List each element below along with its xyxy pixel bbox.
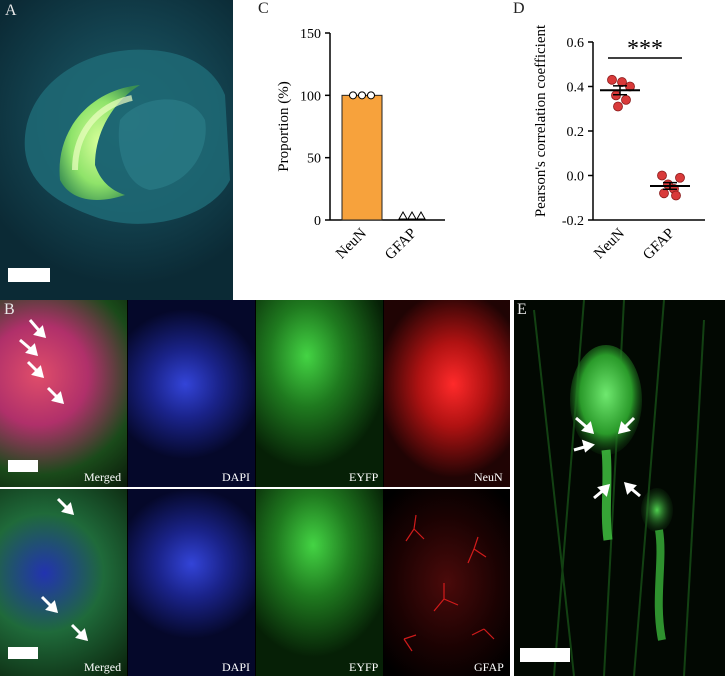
c-y-tick-label: 50	[307, 152, 321, 167]
c-y-tick-label: 150	[300, 27, 321, 42]
brain-section-drawing	[24, 49, 231, 224]
b-row2-gfap	[384, 489, 510, 676]
b-row1-label-eyfp: EYFP	[349, 470, 379, 484]
c-point	[407, 210, 417, 220]
panel-label-c: C	[258, 0, 269, 17]
d-y-tick-label: -0.2	[562, 214, 584, 229]
c-point	[398, 210, 408, 220]
d-point	[621, 94, 631, 105]
panel-e-image	[514, 300, 725, 676]
b-row2-label-eyfp: EYFP	[349, 660, 379, 674]
panel-label-b: B	[4, 301, 15, 318]
c-point	[416, 210, 426, 220]
b-row1-dapi	[128, 300, 255, 487]
b-row1-label-merged: Merged	[84, 470, 122, 484]
c-point	[358, 91, 366, 100]
c-x-tick-label: GFAP	[382, 226, 420, 264]
panel-label-a: A	[5, 2, 17, 19]
b-row1-arrows	[19, 319, 65, 405]
b-row1-label-neun: NeuN	[474, 470, 503, 484]
panel-label-d: D	[513, 0, 525, 17]
d-y-tick-label: 0.6	[567, 36, 585, 51]
d-x-tick-label: NeuN	[591, 225, 628, 262]
panel-b-grid: Merged DAPI EYFP NeuN Merged DAPI EYFP G…	[0, 300, 510, 676]
c-x-tick-label: NeuN	[333, 225, 370, 262]
b-row2-label-gfap: GFAP	[474, 660, 504, 674]
d-y-tick-label: 0.0	[567, 170, 585, 185]
c-bar-neun	[341, 94, 383, 221]
d-point	[675, 172, 685, 183]
panel-c-chart: 0 50 100 150 Proportion (%) NeuN GFAP	[276, 27, 445, 263]
panel-d-chart: -0.2 0.0 0.2 0.4 0.6 Pearson's correlation co…	[533, 24, 705, 263]
gfap-astrocyte-drawing	[403, 514, 495, 652]
d-point	[613, 101, 623, 112]
d-point	[657, 170, 667, 181]
d-x-tick-label: GFAP	[640, 226, 678, 264]
d-y-tick-label: 0.2	[567, 125, 585, 140]
c-point	[367, 91, 375, 100]
b-row2-dapi	[128, 489, 255, 676]
d-point	[659, 188, 669, 199]
b-row2-label-dapi: DAPI	[222, 660, 251, 674]
b-row2-merged	[0, 489, 127, 676]
c-axes: 0 50 100 150 Proportion (%) NeuN GFAP	[276, 27, 445, 263]
c-y-tick-label: 100	[300, 89, 321, 104]
b-row1-neun	[384, 300, 510, 487]
neuron-drawing	[533, 300, 705, 676]
b-row2-eyfp	[256, 489, 383, 676]
panel-label-e: E	[517, 301, 527, 318]
b-row1-merged	[0, 300, 127, 487]
d-y-tick-label: 0.4	[567, 81, 585, 96]
c-y-tick-label: 0	[314, 214, 321, 229]
b-row1-label-dapi: DAPI	[222, 470, 251, 484]
b-row1-scale-bar	[8, 460, 38, 472]
d-point	[607, 74, 617, 85]
b-row2-scale-bar	[8, 647, 38, 659]
b-row1-eyfp	[256, 300, 383, 487]
b-row2-arrows	[40, 497, 89, 642]
d-axes: -0.2 0.0 0.2 0.4 0.6 Pearson's correlation co…	[533, 24, 705, 263]
b-row-divider	[0, 487, 510, 489]
panel-a-image	[0, 0, 233, 300]
b-row2-label-merged: Merged	[84, 660, 122, 674]
d-point	[671, 190, 681, 201]
scale-bar	[8, 268, 50, 282]
d-significance-label: ***	[627, 36, 663, 62]
d-y-axis-label: Pearson's correlation coefficient	[533, 24, 549, 217]
c-point	[349, 91, 357, 100]
c-y-axis-label: Proportion (%)	[276, 81, 292, 171]
e-scale-bar	[520, 648, 570, 662]
